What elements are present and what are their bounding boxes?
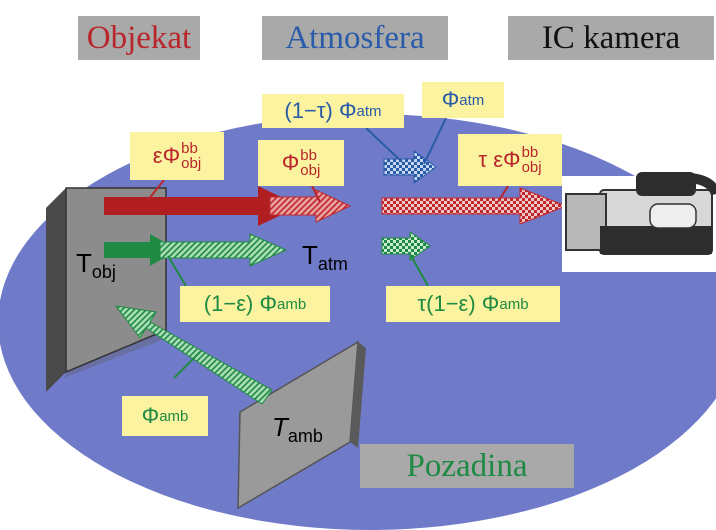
sub-amb: amb [499,295,529,313]
ambient-plate-edge [350,342,366,448]
sub-amb: amb [287,426,323,447]
leader-amb [173,351,201,379]
phi-symbol: Φ [503,147,521,172]
leader-tau-eps [497,185,509,203]
sub-atm: atm [356,102,382,120]
one-minus-eps: (1−ε) [203,291,254,316]
label-t-obj: Tobj [76,248,116,283]
camera-lens [565,193,607,251]
phi-symbol: Φ [162,143,181,168]
leader-obj [311,185,321,203]
leader-eps-obj [147,179,165,201]
emitted-arrow [104,186,300,226]
tau-one-minus-eps: τ(1−ε) [417,291,476,316]
sub-atm: atm [459,91,485,109]
t-symbol: T [76,248,92,278]
camera-window [649,203,697,229]
ambient-arrow [114,305,273,405]
object-plate-face [46,188,66,392]
sub-obj: obj [181,155,202,172]
sub-obj: obj [521,159,542,176]
tau-symbol: τ [478,147,488,172]
reflected-transmitted-arrow [381,231,431,261]
camera-panel [600,226,712,254]
label-t-amb: Tamb [272,412,323,447]
eps-symbol: ε [493,147,504,172]
sub-amb: amb [159,407,189,425]
header-atmosfera: Atmosfera [262,16,448,60]
sup-bb: bb [181,140,198,157]
sub-atm: atm [317,254,348,275]
atmosphere-arrow [383,150,437,184]
sub-obj: obj [91,262,116,283]
reflected-arrow-atm [159,233,288,267]
camera-top [636,172,696,196]
leader-atm [423,117,447,165]
sup-bb: bb [300,147,317,164]
sup-bb: bb [521,144,539,161]
phi-symbol: Φ [481,291,500,316]
header-pozadina: Pozadina [360,444,574,488]
t-symbol: T [302,240,318,270]
t-symbol: T [272,412,288,442]
phi-symbol: Φ [141,403,160,428]
leader-atm-tau [365,127,403,163]
leader-one-minus-eps [167,255,187,287]
phi-symbol: Φ [441,87,460,112]
camera-strap [689,173,716,196]
label-t-atm: Tatm [302,240,348,275]
header-kamera: IC kamera [508,16,714,60]
one-minus-tau: (1−τ) [284,98,333,123]
phi-symbol: Φ [259,291,278,316]
phi-symbol: Φ [338,98,357,123]
leader-tau-one-minus-eps [409,253,429,287]
eps-symbol: ε [152,143,163,168]
transmitted-arrow [381,187,568,225]
header-objekat: Objekat [78,16,200,60]
sub-amb: amb [277,295,307,313]
phi-symbol: Φ [281,150,300,175]
sub-obj: obj [300,162,321,179]
